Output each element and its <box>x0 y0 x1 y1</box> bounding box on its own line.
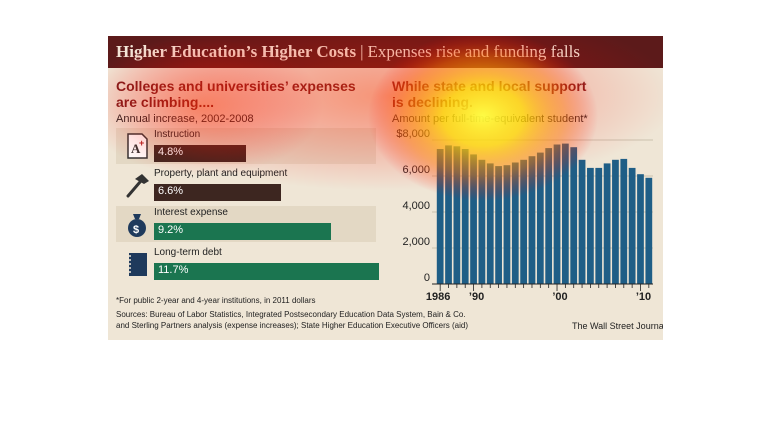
column-bar <box>612 159 619 284</box>
column-bar <box>620 158 628 284</box>
column-bar <box>637 174 644 284</box>
column-bar <box>570 147 578 284</box>
column-bar <box>528 156 536 284</box>
y-axis-ticks: 0 2,000 4,000 6,000 $8,000 <box>396 128 430 284</box>
column-bar <box>520 159 528 284</box>
expense-row-debt: Long-term debt 11.7% <box>116 246 379 282</box>
expense-value-label: 9.2% <box>158 224 184 236</box>
footnote: *For public 2-year and 4-year institutio… <box>116 296 316 305</box>
column-bar <box>553 144 561 284</box>
credit-line: The Wall Street Journal <box>572 321 663 331</box>
column-bar <box>536 152 544 284</box>
sources-line1: Sources: Bureau of Labor Statistics, Int… <box>116 310 466 319</box>
column-bar <box>628 167 636 284</box>
column-bar <box>561 143 569 284</box>
column-bar <box>511 162 519 284</box>
column-bar <box>545 148 553 284</box>
column-bar <box>478 159 486 284</box>
support-column-chart: 0 2,000 4,000 6,000 $8,000 1986 ’90 ’00 ’10 <box>396 128 653 303</box>
x-tick-label: 1986 <box>426 291 450 303</box>
expense-row-interest: $ Interest expense 9.2% <box>116 206 376 242</box>
column-bar <box>470 154 477 284</box>
x-tick-label: ’90 <box>469 291 484 303</box>
sources: Sources: Bureau of Labor Statistics, Int… <box>116 309 536 331</box>
infographic: Higher Education’s Higher Costs | Expenses… <box>108 36 663 340</box>
column-bar <box>603 163 611 284</box>
y-tick-label: 6,000 <box>402 164 430 176</box>
expense-bar <box>154 263 379 280</box>
column-bar <box>486 163 494 284</box>
column-bar <box>578 159 586 284</box>
y-tick-label: 2,000 <box>402 236 430 248</box>
column-bar <box>436 149 444 284</box>
x-axis-ticks: 1986 ’90 ’00 ’10 <box>426 283 653 303</box>
column-bar <box>503 165 511 284</box>
column-bar <box>461 149 469 284</box>
money-bag-icon: $ <box>128 214 146 237</box>
expense-bar <box>154 223 331 240</box>
svg-text:$: $ <box>133 224 139 236</box>
y-tick-label: 0 <box>424 272 430 284</box>
sources-line2: and Sterling Partners analysis (expense … <box>116 321 469 330</box>
column-bar <box>587 167 594 284</box>
notebook-icon <box>127 253 147 276</box>
x-tick-label: ’00 <box>552 291 567 303</box>
y-tick-label: 4,000 <box>402 200 430 212</box>
column-bar <box>645 177 653 284</box>
chart-columns <box>436 143 653 284</box>
column-bar <box>453 146 461 284</box>
y-tick-label: $8,000 <box>396 128 430 140</box>
expense-label: Interest expense <box>154 207 228 218</box>
expense-value-label: 11.7% <box>158 264 189 276</box>
x-tick-label: ’10 <box>636 291 651 303</box>
column-bar <box>495 166 502 284</box>
column-bar <box>595 167 603 284</box>
expense-label: Long-term debt <box>154 247 222 258</box>
column-bar <box>445 145 452 284</box>
